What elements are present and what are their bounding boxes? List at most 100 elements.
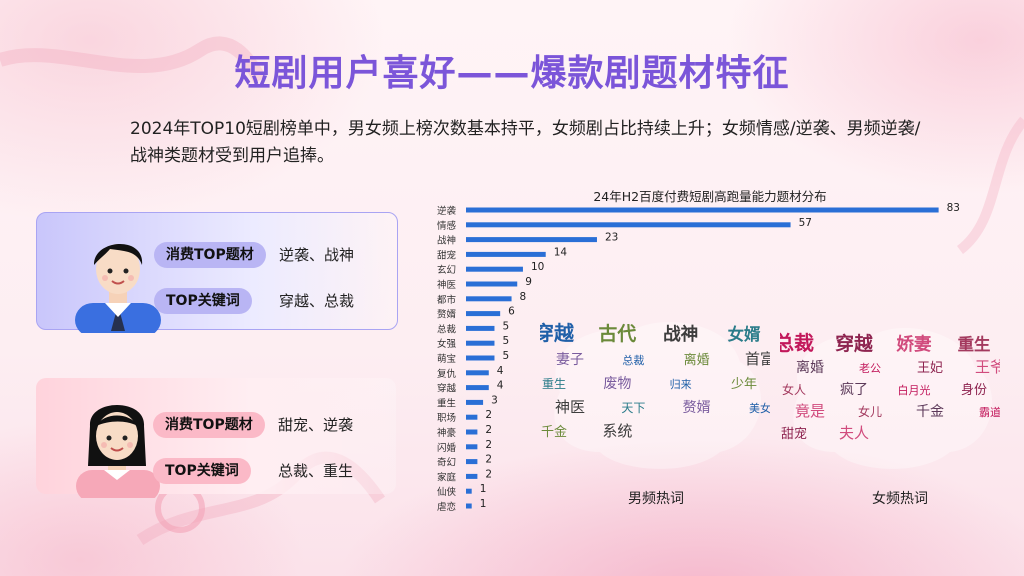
y-tick-label: 神豪 xyxy=(437,427,456,439)
female-topic-value: 甜宠、逆袭 xyxy=(278,416,354,434)
y-tick-label: 都市 xyxy=(437,294,457,306)
data-label: 5 xyxy=(502,320,509,332)
bar xyxy=(466,414,478,420)
cloud-word: 女人 xyxy=(782,382,806,397)
cloud-word: 千金 xyxy=(541,424,567,440)
cloud-word: 总裁 xyxy=(622,353,644,367)
cloud-word: 老公 xyxy=(859,362,881,375)
bar xyxy=(466,459,478,465)
bar xyxy=(466,281,518,287)
cloud-word: 系统 xyxy=(602,422,632,440)
data-label: 10 xyxy=(531,261,544,273)
y-tick-label: 仙侠 xyxy=(437,486,457,498)
data-label: 3 xyxy=(491,394,498,406)
male-wordcloud-label: 男频热词 xyxy=(628,491,684,507)
cloud-word: 离婚 xyxy=(684,352,710,368)
data-label: 5 xyxy=(502,350,509,362)
y-tick-label: 奇幻 xyxy=(437,457,456,469)
male-keyword-value: 穿越、总裁 xyxy=(279,292,355,310)
bar xyxy=(466,237,597,243)
cloud-word: 甜宠 xyxy=(781,426,807,442)
y-tick-label: 复仇 xyxy=(437,368,457,380)
data-label: 14 xyxy=(554,246,568,258)
bar xyxy=(466,444,478,450)
bar xyxy=(466,473,478,479)
cloud-word: 少年 xyxy=(731,377,757,392)
cloud-word: 穿越 xyxy=(540,321,575,345)
cloud-word: 夫人 xyxy=(839,424,869,442)
cloud-word: 废物 xyxy=(603,376,631,392)
cloud-word: 天下 xyxy=(621,401,645,415)
bar xyxy=(466,503,472,509)
bar xyxy=(466,251,546,257)
male-topic-value: 逆袭、战神 xyxy=(279,246,355,264)
female-topic-tag: 消费TOP题材 xyxy=(153,412,265,438)
cloud-word: 重生 xyxy=(958,335,991,354)
bar xyxy=(466,488,472,494)
cloud-word: 离婚 xyxy=(796,359,824,376)
y-tick-label: 闪婚 xyxy=(437,442,457,454)
cloud-word: 古代 xyxy=(599,322,637,345)
male-user-card: 消费TOP题材 逆袭、战神 TOP关键词 穿越、总裁 xyxy=(36,212,398,333)
y-tick-label: 虐恋 xyxy=(437,501,456,513)
y-tick-label: 萌宝 xyxy=(437,353,456,365)
cloud-word: 首富 xyxy=(745,350,770,368)
y-tick-label: 情感 xyxy=(437,220,457,232)
bar xyxy=(466,296,512,302)
bar xyxy=(466,370,489,376)
cloud-word: 竟是 xyxy=(795,402,825,420)
data-label: 2 xyxy=(485,409,492,421)
female-keyword-value: 总裁、重生 xyxy=(278,462,354,480)
cloud-word: 白月光 xyxy=(898,383,931,397)
cloud-word: 王妃 xyxy=(917,361,943,376)
data-label: 5 xyxy=(502,335,509,347)
bar xyxy=(466,429,478,435)
data-label: 2 xyxy=(485,439,492,451)
bar xyxy=(466,325,495,331)
bar xyxy=(466,340,495,346)
female-avatar-icon xyxy=(76,405,160,498)
y-tick-label: 战神 xyxy=(437,235,456,247)
male-avatar-icon xyxy=(75,243,161,333)
data-label: 2 xyxy=(485,424,492,436)
y-tick-label: 家庭 xyxy=(437,471,457,483)
cloud-shape xyxy=(793,328,993,469)
data-label: 1 xyxy=(480,483,487,495)
bar xyxy=(466,222,791,228)
page-title: 短剧用户喜好——爆款剧题材特征 xyxy=(234,53,790,94)
cloud-word: 总裁 xyxy=(780,331,814,355)
bar xyxy=(466,207,939,213)
cloud-word: 娇妻 xyxy=(896,334,932,355)
bar xyxy=(466,266,523,272)
data-label: 2 xyxy=(485,454,492,466)
female-wordcloud-label: 女频热词 xyxy=(872,491,928,507)
male-topic-tag: 消费TOP题材 xyxy=(154,242,266,268)
bar xyxy=(466,399,484,405)
y-tick-label: 甜宠 xyxy=(437,249,457,261)
cloud-word: 身份 xyxy=(961,382,987,398)
cloud-word: 疯了 xyxy=(840,382,868,398)
y-tick-label: 赘婿 xyxy=(437,309,457,321)
chart-title: 24年H2百度付费短剧高跑量能力题材分布 xyxy=(593,189,827,204)
female-keyword-tag: TOP关键词 xyxy=(153,458,251,484)
data-label: 23 xyxy=(605,232,618,244)
cloud-shape xyxy=(554,322,762,469)
bar xyxy=(466,355,495,361)
y-tick-label: 神医 xyxy=(437,279,457,291)
bar xyxy=(466,385,489,391)
data-label: 4 xyxy=(497,380,504,392)
data-label: 6 xyxy=(508,306,515,318)
cloud-word: 女儿 xyxy=(858,404,882,419)
data-label: 4 xyxy=(497,365,504,377)
cloud-word: 霸道 xyxy=(979,405,1000,419)
y-tick-label: 重生 xyxy=(437,397,457,409)
cloud-word: 美女 xyxy=(749,401,770,415)
cloud-word: 千金 xyxy=(916,404,944,420)
cloud-word: 重生 xyxy=(542,377,566,391)
data-label: 9 xyxy=(525,276,532,288)
bar xyxy=(466,311,501,317)
data-label: 83 xyxy=(947,203,960,214)
